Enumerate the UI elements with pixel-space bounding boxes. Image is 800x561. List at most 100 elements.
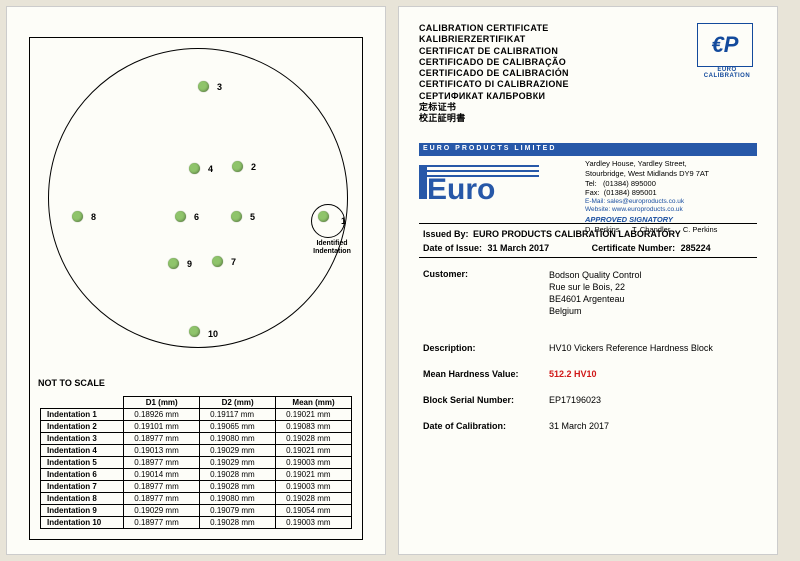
indentation-label-5: 5 [250, 212, 255, 222]
svg-text:Euro: Euro [427, 173, 495, 206]
customer-value: Bodson Quality ControlRue sur le Bois, 2… [549, 269, 642, 318]
row-value: 0.18977 mm [124, 481, 200, 493]
web-label: Website: [585, 206, 610, 213]
row-label: Indentation 9 [41, 505, 124, 517]
certificate-title-line: CERTIFICATO DI CALIBRAZIONE [419, 79, 757, 90]
row-label: Indentation 7 [41, 481, 124, 493]
indentation-label-1: 1 [341, 216, 346, 226]
indentation-label-2: 2 [251, 162, 256, 172]
row-value: 0.19021 mm [276, 445, 352, 457]
indentation-diagram: IdentifiedIndentation 12345678910 [40, 48, 356, 373]
mean-hardness-value: 512.2 HV10 [549, 369, 597, 379]
description-value: HV10 Vickers Reference Hardness Block [549, 343, 713, 353]
calibration-date-value: 31 March 2017 [549, 421, 609, 431]
certificate-title-line: 定标证书 [419, 102, 757, 113]
row-value: 0.19021 mm [276, 469, 352, 481]
not-to-scale-label: NOT TO SCALE [38, 378, 105, 388]
mean-hardness-row: Mean Hardness Value: 512.2 HV10 [423, 369, 753, 379]
row-value: 0.19003 mm [276, 517, 352, 529]
indentation-label-6: 6 [194, 212, 199, 222]
logo-symbol: €P [712, 32, 739, 58]
addr-line1: Yardley House, Yardley Street, [585, 159, 717, 169]
row-value: 0.19003 mm [276, 457, 352, 469]
table-row: Indentation 30.18977 mm0.19080 mm0.19028… [41, 433, 352, 445]
identified-indentation-circle [311, 204, 345, 238]
row-value: 0.19101 mm [124, 421, 200, 433]
indentation-dot-9 [168, 258, 179, 269]
email-value: sales@europroducts.co.uk [607, 198, 684, 205]
tel-value: (01384) 895000 [603, 179, 656, 188]
row-value: 0.19003 mm [276, 481, 352, 493]
table-row: Indentation 100.18977 mm0.19028 mm0.1900… [41, 517, 352, 529]
table-row: Indentation 40.19013 mm0.19029 mm0.19021… [41, 445, 352, 457]
serial-label: Block Serial Number: [423, 395, 549, 405]
divider-2 [419, 257, 757, 258]
description-row: Description: HV10 Vickers Reference Hard… [423, 343, 753, 353]
row-value: 0.19065 mm [200, 421, 276, 433]
certificate-title-line: 校正証明書 [419, 113, 757, 124]
measurements-table: D1 (mm)D2 (mm)Mean (mm)Indentation 10.18… [40, 396, 352, 529]
measurements-table-wrap: D1 (mm)D2 (mm)Mean (mm)Indentation 10.18… [40, 396, 352, 529]
row-value: 0.19054 mm [276, 505, 352, 517]
row-value: 0.19080 mm [200, 493, 276, 505]
row-label: Indentation 1 [41, 409, 124, 421]
row-value: 0.19013 mm [124, 445, 200, 457]
indentation-dot-8 [72, 211, 83, 222]
issued-by-value: EURO PRODUCTS CALIBRATION LABORATORY [473, 229, 681, 239]
row-value: 0.19029 mm [124, 505, 200, 517]
indentation-label-4: 4 [208, 164, 213, 174]
table-row: Indentation 90.19029 mm0.19079 mm0.19054… [41, 505, 352, 517]
right-page: CALIBRATION CERTIFICATEKALIBRIERZERTIFIK… [398, 6, 778, 555]
certificate-header: CALIBRATION CERTIFICATEKALIBRIERZERTIFIK… [419, 23, 757, 124]
issued-by-row: Issued By: EURO PRODUCTS CALIBRATION LAB… [423, 229, 753, 239]
table-row: Indentation 80.18977 mm0.19080 mm0.19028… [41, 493, 352, 505]
left-page: IdentifiedIndentation 12345678910 NOT TO… [6, 6, 386, 555]
logo-text-2: CALIBRATION [697, 73, 757, 79]
indentation-dot-4 [189, 163, 200, 174]
euro-brand-logo: Euro [419, 157, 539, 209]
indentation-label-8: 8 [91, 212, 96, 222]
table-row: Indentation 70.18977 mm0.19028 mm0.19003… [41, 481, 352, 493]
row-label: Indentation 5 [41, 457, 124, 469]
tel-label: Tel: [585, 179, 597, 188]
indentation-label-10: 10 [208, 329, 218, 339]
table-row: Indentation 50.18977 mm0.19029 mm0.19003… [41, 457, 352, 469]
addr-line2: Stourbridge, West Midlands DY9 7AT [585, 169, 717, 179]
web-value: www.europroducts.co.uk [612, 206, 683, 213]
row-value: 0.18977 mm [124, 457, 200, 469]
euro-calibration-logo: €P EURO CALIBRATION [697, 23, 757, 79]
row-value: 0.19021 mm [276, 409, 352, 421]
row-value: 0.18977 mm [124, 433, 200, 445]
company-bar: EURO PRODUCTS LIMITED [419, 143, 757, 156]
cert-no-value: 285224 [681, 243, 711, 253]
date-issue-label: Date of Issue: [423, 243, 482, 253]
row-value: 0.19028 mm [200, 469, 276, 481]
calibration-date-label: Date of Calibration: [423, 421, 549, 431]
customer-line: Rue sur le Bois, 22 [549, 281, 642, 293]
table-row: Indentation 20.19101 mm0.19065 mm0.19083… [41, 421, 352, 433]
indentation-label-9: 9 [187, 259, 192, 269]
indentation-dot-2 [232, 161, 243, 172]
indentation-dot-3 [198, 81, 209, 92]
mean-hardness-label: Mean Hardness Value: [423, 369, 549, 379]
cert-no-label: Certificate Number: [592, 243, 676, 253]
description-label: Description: [423, 343, 549, 353]
diagram-frame: IdentifiedIndentation 12345678910 NOT TO… [29, 37, 363, 540]
table-header [41, 397, 124, 409]
indentation-dot-1 [318, 211, 329, 222]
indentation-dot-6 [175, 211, 186, 222]
serial-row: Block Serial Number: EP17196023 [423, 395, 753, 405]
customer-line: BE4601 Argenteau [549, 293, 642, 305]
row-value: 0.19080 mm [200, 433, 276, 445]
row-label: Indentation 4 [41, 445, 124, 457]
indentation-label-7: 7 [231, 257, 236, 267]
email-label: E-Mail: [585, 198, 605, 205]
row-value: 0.19028 mm [200, 481, 276, 493]
customer-label: Customer: [423, 269, 549, 318]
indentation-label-3: 3 [217, 82, 222, 92]
row-value: 0.19014 mm [124, 469, 200, 481]
row-value: 0.19029 mm [200, 445, 276, 457]
row-value: 0.19117 mm [200, 409, 276, 421]
row-label: Indentation 8 [41, 493, 124, 505]
row-value: 0.18977 mm [124, 493, 200, 505]
